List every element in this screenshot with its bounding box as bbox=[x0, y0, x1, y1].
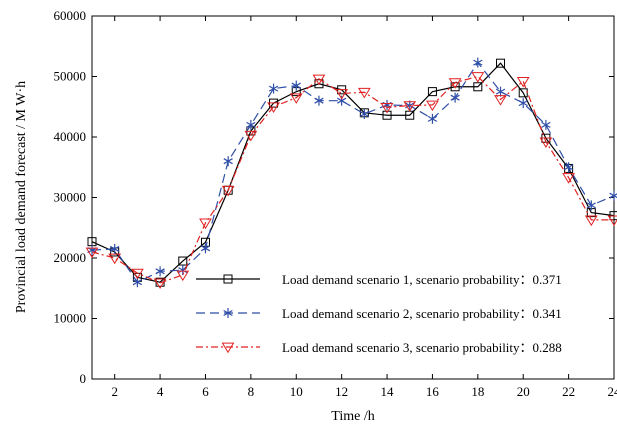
data-point bbox=[199, 218, 212, 230]
data-point bbox=[246, 119, 256, 130]
data-point bbox=[337, 95, 347, 106]
series-layer bbox=[85, 57, 617, 289]
x-tick-label: 16 bbox=[426, 384, 440, 399]
x-tick-label: 10 bbox=[290, 384, 303, 399]
data-point bbox=[289, 93, 303, 104]
data-point bbox=[516, 76, 530, 88]
x-tick-label: 6 bbox=[202, 384, 209, 399]
data-point bbox=[155, 266, 165, 277]
data-point bbox=[496, 58, 506, 68]
y-axis-label: Provincial load demand forecast / M W·h bbox=[14, 81, 29, 313]
series-1 bbox=[87, 58, 617, 287]
legend-item-3: Load demand scenario 3, scenario probabi… bbox=[196, 340, 562, 355]
x-axis-label: Time /h bbox=[331, 409, 374, 424]
data-point bbox=[403, 101, 417, 112]
data-point bbox=[108, 253, 122, 265]
legend: Load demand scenario 1, scenario probabi… bbox=[196, 272, 562, 355]
data-point bbox=[314, 79, 324, 89]
data-point bbox=[153, 278, 167, 289]
data-point bbox=[314, 95, 324, 106]
series-3 bbox=[85, 72, 617, 289]
legend-label: Load demand scenario 3, scenario probabi… bbox=[282, 340, 562, 355]
data-point bbox=[494, 95, 507, 106]
x-tick-label: 22 bbox=[562, 384, 575, 399]
series-line bbox=[91, 75, 614, 284]
data-point bbox=[586, 200, 596, 211]
y-tick-label: 20000 bbox=[54, 250, 87, 265]
data-point bbox=[131, 268, 144, 280]
x-tick-label: 8 bbox=[248, 384, 255, 399]
data-point bbox=[539, 137, 553, 149]
data-point bbox=[450, 92, 460, 103]
plot-frame bbox=[91, 15, 615, 380]
data-point bbox=[110, 243, 120, 254]
data-point bbox=[178, 256, 188, 266]
data-point bbox=[221, 342, 235, 354]
data-point bbox=[471, 72, 485, 83]
data-point bbox=[563, 162, 574, 173]
data-point bbox=[312, 74, 326, 86]
data-point bbox=[427, 87, 437, 97]
x-tick-label: 14 bbox=[381, 384, 395, 399]
data-point bbox=[609, 190, 617, 201]
y-tick-label: 0 bbox=[80, 371, 87, 386]
data-point bbox=[335, 89, 349, 100]
y-tick-label: 30000 bbox=[54, 190, 87, 205]
x-tick-label: 2 bbox=[111, 384, 118, 399]
x-tick-label: 20 bbox=[517, 384, 530, 399]
data-point bbox=[380, 103, 394, 114]
data-point bbox=[518, 88, 528, 98]
x-tick-label: 12 bbox=[335, 384, 348, 399]
legend-item-1: Load demand scenario 1, scenario probabi… bbox=[196, 272, 562, 287]
series-line bbox=[91, 61, 615, 283]
series-line bbox=[91, 62, 615, 283]
data-point bbox=[607, 215, 617, 227]
data-point bbox=[473, 57, 483, 68]
data-point bbox=[291, 80, 301, 91]
legend-label: Load demand scenario 1, scenario probabi… bbox=[282, 272, 562, 287]
data-point bbox=[221, 185, 235, 197]
data-point bbox=[562, 173, 575, 184]
data-point bbox=[448, 78, 462, 89]
data-point bbox=[357, 87, 371, 99]
data-point bbox=[518, 98, 528, 109]
x-tick-label: 18 bbox=[471, 384, 484, 399]
y-tick-label: 50000 bbox=[54, 69, 87, 84]
legend-item-2: Load demand scenario 2, scenario probabi… bbox=[196, 306, 562, 321]
data-point bbox=[359, 109, 369, 120]
data-point bbox=[244, 130, 258, 142]
series-2 bbox=[87, 57, 617, 288]
data-point bbox=[223, 274, 233, 284]
data-point bbox=[473, 82, 483, 92]
data-point bbox=[426, 100, 439, 112]
x-tick-label: 4 bbox=[157, 384, 164, 399]
y-tick-label: 40000 bbox=[54, 129, 87, 144]
data-point bbox=[541, 119, 551, 130]
data-point bbox=[268, 83, 279, 94]
data-point bbox=[176, 270, 190, 282]
data-point bbox=[267, 102, 280, 113]
data-point bbox=[223, 308, 233, 318]
data-point bbox=[382, 110, 392, 120]
axis-ticks: 2468101214161820222401000020000300004000… bbox=[54, 8, 617, 399]
data-point bbox=[223, 156, 233, 167]
x-tick-label: 24 bbox=[608, 384, 617, 399]
data-point bbox=[584, 215, 598, 227]
y-tick-label: 60000 bbox=[54, 8, 87, 23]
data-point bbox=[200, 243, 211, 254]
y-tick-label: 10000 bbox=[54, 311, 87, 326]
legend-label: Load demand scenario 2, scenario probabi… bbox=[282, 306, 562, 321]
data-point bbox=[495, 86, 506, 97]
data-point bbox=[85, 247, 99, 259]
data-point bbox=[427, 113, 438, 124]
